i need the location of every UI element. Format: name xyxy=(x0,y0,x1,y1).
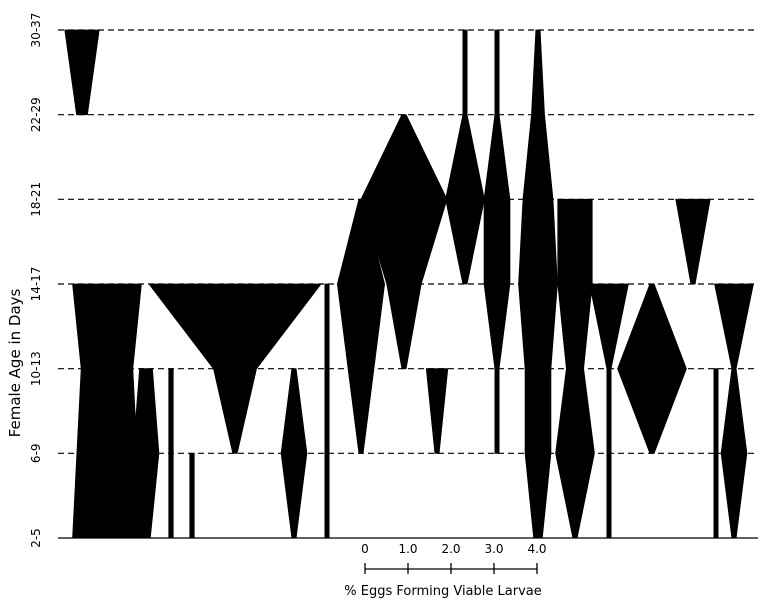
kite-shape xyxy=(483,29,511,454)
kite-series-group xyxy=(64,29,754,539)
kite-series xyxy=(518,29,558,539)
kite-series xyxy=(72,283,142,539)
kite-shape xyxy=(518,29,558,539)
kite-shape xyxy=(280,368,308,539)
kite-series xyxy=(445,29,485,285)
kite-series xyxy=(589,283,629,539)
y-tick-labels: 2-5 6-9 10-13 14-17 18-21 22-29 30-37 xyxy=(29,13,43,548)
kite-series xyxy=(189,452,195,539)
kite-series xyxy=(483,29,511,454)
kite-shape xyxy=(324,283,330,539)
y-tick-label: 2-5 xyxy=(29,528,43,548)
scale-tick-label: 1.0 xyxy=(398,542,417,556)
kite-series xyxy=(64,29,100,116)
kite-series xyxy=(617,283,687,454)
kite-shape xyxy=(589,283,629,539)
scale-tick-label: 3.0 xyxy=(484,542,503,556)
scale-tick-label: 2.0 xyxy=(441,542,460,556)
y-tick-label: 10-13 xyxy=(29,351,43,386)
kite-shape xyxy=(360,114,448,370)
kite-shape xyxy=(617,283,687,454)
kite-shape xyxy=(445,29,485,285)
kite-series xyxy=(714,283,754,539)
kite-series xyxy=(555,198,595,539)
kite-shape xyxy=(72,283,142,539)
kite-series xyxy=(713,368,719,539)
scale-tick-label: 4.0 xyxy=(527,542,546,556)
kite-shape xyxy=(675,198,711,285)
y-tick-label: 18-21 xyxy=(29,182,43,217)
kite-shape xyxy=(148,283,322,454)
kite-shape xyxy=(714,283,754,539)
scale-label: % Eggs Forming Viable Larvae xyxy=(344,584,541,599)
kite-shape xyxy=(336,198,386,454)
kite-shape xyxy=(189,452,195,539)
scale-key: 0 1.0 2.0 3.0 4.0 xyxy=(361,542,547,574)
kite-series xyxy=(280,368,308,539)
y-axis-label: Female Age in Days xyxy=(6,288,24,437)
y-tick-label: 30-37 xyxy=(29,13,43,48)
kite-series xyxy=(324,283,330,539)
kite-series xyxy=(132,368,160,539)
y-tick-label: 22-29 xyxy=(29,97,43,132)
y-tick-label: 14-17 xyxy=(29,267,43,302)
kite-series xyxy=(148,283,322,454)
kite-series xyxy=(425,368,449,454)
scale-tick-label: 0 xyxy=(361,542,369,556)
kite-shape xyxy=(168,368,174,539)
y-tick-label: 6-9 xyxy=(29,444,43,464)
kite-shape xyxy=(713,368,719,539)
kite-series xyxy=(168,368,174,539)
kite-shape xyxy=(64,29,100,116)
kite-series xyxy=(360,114,448,370)
kite-shape xyxy=(132,368,160,539)
kite-shape xyxy=(425,368,449,454)
kite-series xyxy=(336,198,386,454)
kite-shape xyxy=(555,198,595,539)
kite-series xyxy=(675,198,711,285)
